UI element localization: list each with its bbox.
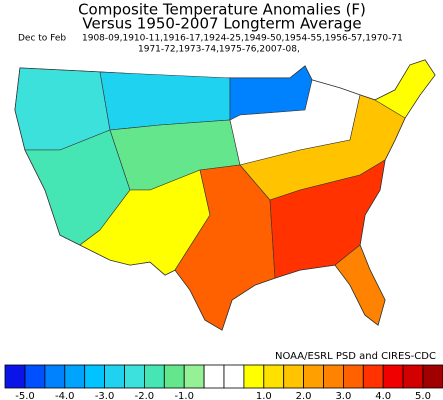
- colorbar-box: [183, 364, 205, 389]
- credit: NOAA/ESRL PSD and CIRES-CDC: [275, 351, 436, 362]
- colorbar-box: [422, 364, 443, 389]
- colorbar-tick-label: -5.0: [15, 391, 35, 400]
- title: Versus 1950-2007 Longterm Average: [82, 15, 361, 33]
- colorbar-box: [4, 364, 26, 389]
- colorbar-box: [203, 364, 225, 389]
- title: Composite Temperature Anomalies (F): [78, 1, 366, 19]
- colorbar-box: [104, 364, 125, 389]
- colorbar-box: [44, 364, 66, 389]
- region: [269, 159, 386, 279]
- colorbar-box: [124, 364, 145, 389]
- colorbar-box: [223, 364, 245, 389]
- colorbar-box: [84, 364, 105, 389]
- colorbar-tick-label: 1.0: [256, 391, 272, 400]
- colorbar-box: [163, 364, 185, 389]
- colorbar-box: [362, 364, 384, 389]
- years: 1971-72,1973-74,1975-76,2007-08,: [138, 45, 300, 55]
- region: [374, 59, 436, 119]
- colorbar-box: [382, 364, 404, 389]
- regions: [14, 59, 436, 331]
- colorbar-box: [402, 364, 424, 389]
- colorbar-tick-label: 3.0: [335, 391, 351, 400]
- season: Dec to Feb: [18, 34, 66, 44]
- colorbar-box: [243, 364, 265, 389]
- colorbar-tick-label: -3.0: [95, 391, 115, 400]
- colorbar-box: [143, 364, 165, 389]
- colorbar-box: [263, 364, 285, 389]
- colorbar-box: [303, 364, 324, 389]
- colorbar-tick-label: -2.0: [135, 391, 155, 400]
- colorbar-tick-label: 2.0: [296, 391, 312, 400]
- colorbar-box: [342, 364, 364, 389]
- colorbar-tick-label: 4.0: [375, 391, 391, 400]
- colorbar-tick-label: -4.0: [55, 391, 75, 400]
- colorbar-box: [64, 364, 86, 389]
- region: [79, 169, 211, 276]
- colorbar-tick-label: 5.0: [415, 391, 431, 400]
- colorbar: -5.0 -4.0 -3.0 -2.0 -1.0 1.0 2.0 3.0 4.0 5.0: [4, 364, 443, 400]
- colorbar-tick-label: -1.0: [174, 391, 194, 400]
- years: 1908-09,1910-11,1916-17,1924-25,1949-50,…: [82, 34, 403, 44]
- colorbar-box: [283, 364, 305, 389]
- colorbar-box: [323, 364, 344, 389]
- region: [334, 244, 386, 326]
- colorbar-box: [24, 364, 46, 389]
